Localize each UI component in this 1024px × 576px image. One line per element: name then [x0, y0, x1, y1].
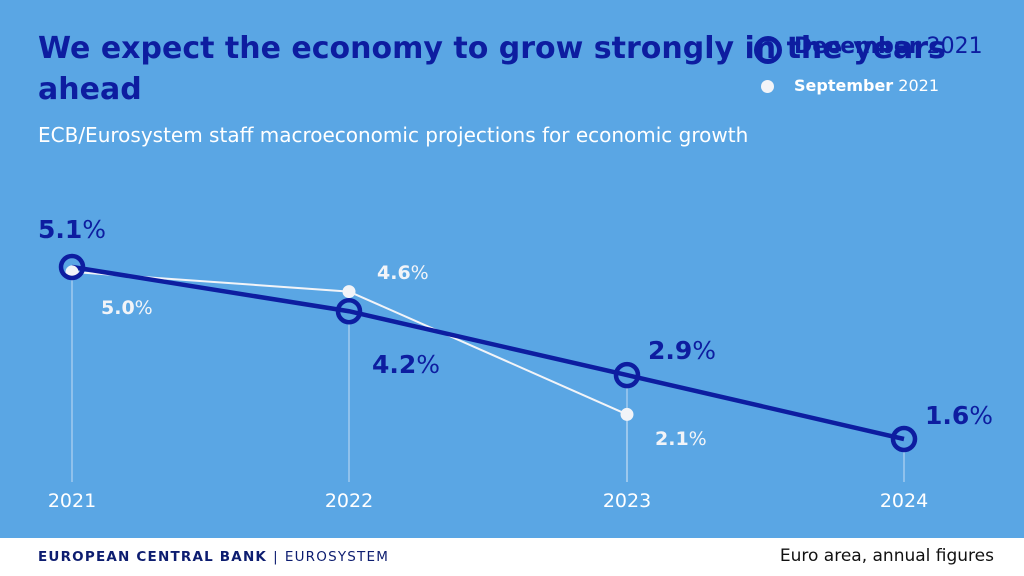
logo-separator: | [273, 549, 279, 565]
x-tick-label-2023: 2023 [603, 490, 651, 512]
point-september-2023 [620, 407, 634, 421]
legend-label-september: September 2021 [794, 76, 939, 95]
line-chart: 2021 2022 2023 2024 5.1% 4.2% 2.9% 1.6% 5.0% 4.6%… [38, 215, 993, 512]
logo-sub: EUROSYSTEM [284, 549, 390, 565]
data-label-december-2023: 2.9% [648, 336, 716, 365]
legend-label-december-month: December [794, 34, 920, 59]
logo-main: EUROPEAN CENTRAL BANK [38, 549, 268, 565]
data-label-december-2022: 4.2% [372, 350, 440, 379]
data-label-december-2024: 1.6% [925, 401, 993, 430]
chart-subtitle: ECB/Eurosystem staff macroeconomic proje… [38, 123, 749, 147]
legend-label-september-year: 2021 [898, 76, 940, 95]
x-tick-label-2021: 2021 [48, 490, 96, 512]
point-september-2022 [342, 285, 356, 299]
legend-label-december: December 2021 [794, 34, 983, 59]
point-december-2022 [335, 297, 363, 325]
x-tick-label-2022: 2022 [325, 490, 373, 512]
legend-label-december-year: 2021 [926, 34, 983, 59]
chart-title: We expect the economy to grow strongly i… [38, 31, 946, 107]
ecb-logo: EUROPEAN CENTRAL BANK | EUROSYSTEM [38, 549, 389, 565]
data-label-september-2021: 5.0% [101, 297, 153, 319]
x-tick-label-2024: 2024 [880, 490, 928, 512]
footer-bar: EUROPEAN CENTRAL BANK | EUROSYSTEM Euro ar… [0, 538, 1024, 576]
legend-marker-september [761, 80, 774, 93]
point-december-2024 [890, 425, 918, 453]
point-december-2023 [613, 361, 641, 389]
point-december-2021 [58, 253, 86, 281]
data-label-september-2022: 4.6% [377, 262, 429, 284]
series-line-december [71, 264, 905, 442]
legend-label-september-month: September [794, 76, 894, 95]
footer-note: Euro area, annual figures [779, 546, 994, 566]
data-label-september-2023: 2.1% [655, 428, 707, 450]
legend-marker-december [754, 36, 782, 64]
data-label-december-2021: 5.1% [38, 215, 106, 244]
